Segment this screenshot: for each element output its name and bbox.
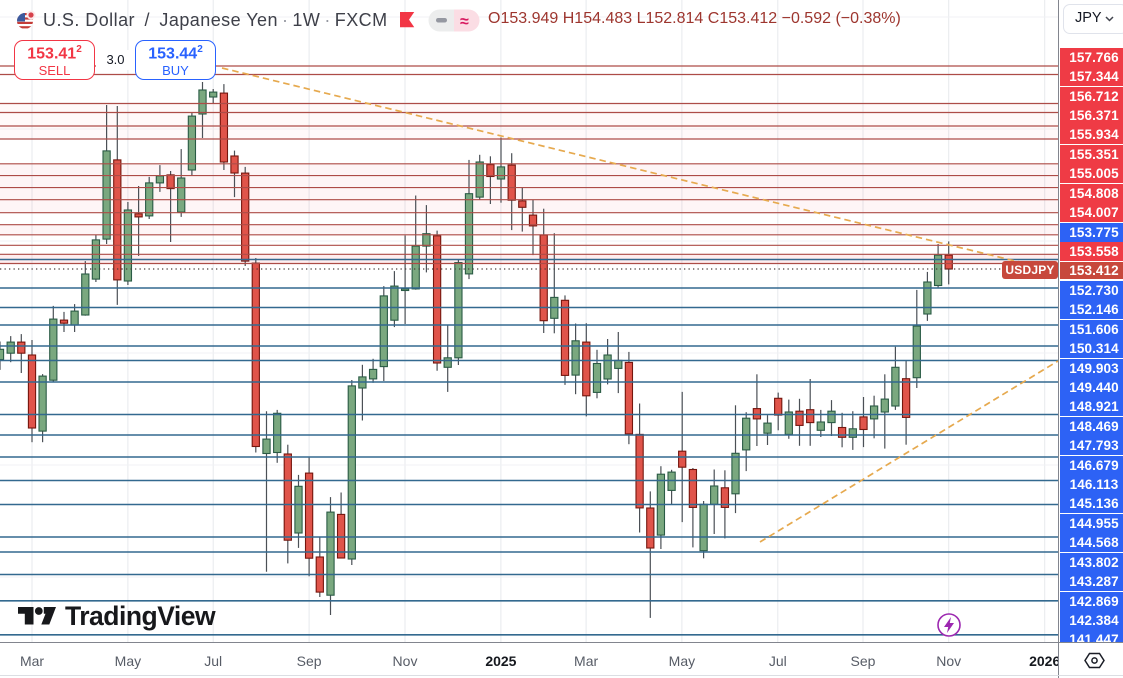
svg-text:≈: ≈ (460, 13, 469, 30)
